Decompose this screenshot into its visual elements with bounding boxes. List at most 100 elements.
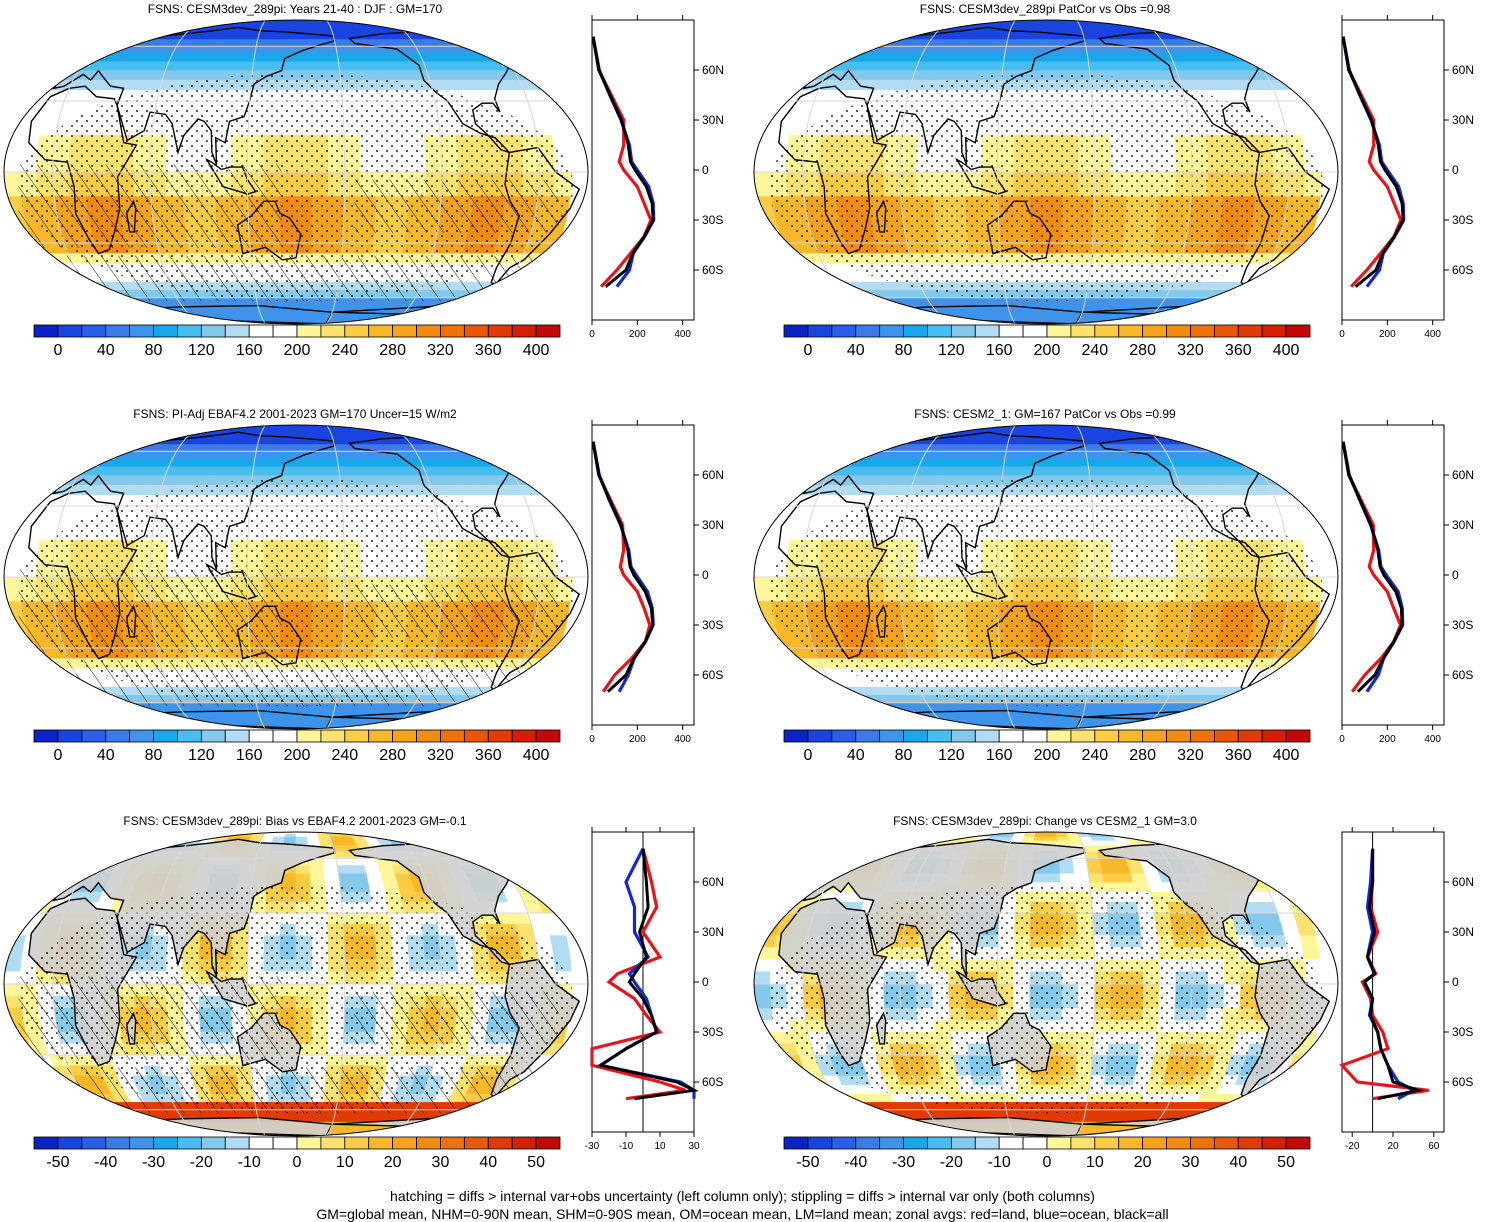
x-tick-label: -10 bbox=[619, 1141, 634, 1152]
map-and-zonal-plot: 60N30N030S60S0200400W m⁻² bbox=[750, 419, 1485, 764]
colorbar-swatch bbox=[784, 730, 808, 742]
colorbar-swatch bbox=[1023, 325, 1047, 337]
colorbar-swatch bbox=[1238, 325, 1262, 337]
colorbar-swatch bbox=[417, 325, 441, 337]
colorbar-tick-label: -10 bbox=[988, 1154, 1011, 1172]
colorbar-swatch bbox=[512, 730, 536, 742]
colorbar-swatch bbox=[440, 730, 464, 742]
footnote-line-2: GM=global mean, NHM=0-90N mean, SHM=0-90… bbox=[0, 1206, 1485, 1222]
colorbar-swatch bbox=[297, 730, 321, 742]
colorbar-tick-label: 10 bbox=[1086, 1154, 1104, 1172]
colorbar-swatch bbox=[975, 1137, 999, 1149]
colorbar-tick-label: 360 bbox=[1225, 747, 1252, 765]
colorbar-swatch bbox=[1071, 1137, 1095, 1149]
colorbar-swatch bbox=[1262, 730, 1286, 742]
colorbar-swatch bbox=[177, 1137, 201, 1149]
x-tick-label: 10 bbox=[654, 1141, 666, 1152]
x-tick-label: 0 bbox=[589, 734, 595, 745]
colorbar-tick-label: 0 bbox=[53, 747, 62, 765]
colorbar-tick-label: 0 bbox=[53, 342, 62, 360]
colorbar-swatch bbox=[106, 1137, 130, 1149]
colorbar-tick-label: 40 bbox=[479, 1154, 497, 1172]
colorbar-tick-label: 80 bbox=[145, 342, 163, 360]
colorbar bbox=[33, 729, 561, 743]
colorbar-tick-label: 80 bbox=[145, 747, 163, 765]
lat-tick-label: 0 bbox=[702, 568, 709, 582]
colorbar-swatch bbox=[58, 1137, 82, 1149]
colorbar-swatch bbox=[1095, 730, 1119, 742]
colorbar-swatch bbox=[1143, 730, 1167, 742]
colorbar-swatch bbox=[273, 325, 297, 337]
colorbar-tick-label: -20 bbox=[940, 1154, 963, 1172]
lat-tick-label: 60S bbox=[702, 1075, 723, 1089]
colorbar-tick-label: 280 bbox=[379, 342, 406, 360]
panel-3: FSNS: PI-Adj EBAF4.2 2001-2023 GM=170 Un… bbox=[0, 405, 735, 805]
colorbar-swatch bbox=[249, 325, 273, 337]
colorbar-swatch bbox=[1214, 730, 1238, 742]
lat-tick-label: 60N bbox=[702, 468, 724, 482]
colorbar-tick-label: 160 bbox=[986, 342, 1013, 360]
lat-tick-label: 30N bbox=[702, 925, 724, 939]
colorbar-tick-label: 280 bbox=[1129, 747, 1156, 765]
colorbar-swatch bbox=[1214, 1137, 1238, 1149]
lat-tick-label: 60S bbox=[1452, 668, 1473, 682]
x-tick-label: 200 bbox=[629, 329, 646, 340]
colorbar-swatch bbox=[1023, 1137, 1047, 1149]
x-tick-label: -30 bbox=[585, 1141, 600, 1152]
colorbar-tick-label: 20 bbox=[1134, 1154, 1152, 1172]
colorbar-tick-label: 40 bbox=[97, 342, 115, 360]
lat-tick-label: 30S bbox=[1452, 213, 1473, 227]
units-label: W m⁻² bbox=[1372, 826, 1398, 828]
colorbar-tick-label: 200 bbox=[1034, 747, 1061, 765]
colorbar-swatch bbox=[1023, 730, 1047, 742]
colorbar-swatch bbox=[201, 1137, 225, 1149]
units-label: W m⁻² bbox=[1372, 14, 1398, 16]
colorbar-tick-label: 160 bbox=[236, 747, 263, 765]
colorbar-tick-label: 320 bbox=[1177, 342, 1204, 360]
colorbar-swatch bbox=[225, 730, 249, 742]
lat-tick-label: 60S bbox=[1452, 263, 1473, 277]
colorbar-tick-label: -40 bbox=[844, 1154, 867, 1172]
lat-tick-label: 0 bbox=[702, 975, 709, 989]
x-tick-label: 400 bbox=[674, 734, 691, 745]
colorbar-swatch bbox=[927, 325, 951, 337]
colorbar-tick-label: 0 bbox=[293, 1154, 302, 1172]
colorbar-tick-label: 30 bbox=[1182, 1154, 1200, 1172]
colorbar-swatch bbox=[58, 730, 82, 742]
x-tick-label: 200 bbox=[1379, 734, 1396, 745]
colorbar-tick-label: 40 bbox=[847, 747, 865, 765]
colorbar-swatch bbox=[880, 730, 904, 742]
x-tick-label: 20 bbox=[1387, 1141, 1399, 1152]
colorbar-swatch bbox=[106, 730, 130, 742]
colorbar-swatch bbox=[832, 1137, 856, 1149]
colorbar-swatch bbox=[488, 730, 512, 742]
lat-tick-label: 30S bbox=[702, 618, 723, 632]
units-label: W m⁻² bbox=[622, 14, 648, 16]
colorbar bbox=[783, 324, 1311, 338]
colorbar-swatch bbox=[369, 1137, 393, 1149]
map-and-zonal-plot: 60N30N030S60S0200400W m⁻² bbox=[0, 14, 735, 359]
colorbar-swatch bbox=[369, 730, 393, 742]
colorbar-swatch bbox=[904, 730, 928, 742]
colorbar-swatch bbox=[951, 730, 975, 742]
colorbar-swatch bbox=[1143, 1137, 1167, 1149]
colorbar-swatch bbox=[273, 730, 297, 742]
colorbar-swatch bbox=[417, 1137, 441, 1149]
colorbar-swatch bbox=[784, 1137, 808, 1149]
map-and-zonal-plot: 60N30N030S60S0200400W m⁻² bbox=[0, 419, 735, 764]
colorbar bbox=[783, 1136, 1311, 1150]
colorbar-swatch bbox=[82, 1137, 106, 1149]
colorbar-swatch bbox=[999, 730, 1023, 742]
colorbar-tick-label: -30 bbox=[892, 1154, 915, 1172]
colorbar-tick-label: 400 bbox=[523, 747, 550, 765]
colorbar-swatch bbox=[106, 325, 130, 337]
panel-5: FSNS: CESM3dev_289pi: Bias vs EBAF4.2 20… bbox=[0, 812, 735, 1212]
colorbar-tick-label: 240 bbox=[1081, 747, 1108, 765]
colorbar-tick-label: 240 bbox=[1081, 342, 1108, 360]
colorbar-tick-label: 80 bbox=[895, 747, 913, 765]
colorbar-swatch bbox=[1167, 730, 1191, 742]
colorbar-tick-label: 0 bbox=[1043, 1154, 1052, 1172]
colorbar-swatch bbox=[34, 1137, 58, 1149]
colorbar-swatch bbox=[951, 1137, 975, 1149]
footnote-line-1: hatching = diffs > internal var+obs unce… bbox=[0, 1188, 1485, 1204]
